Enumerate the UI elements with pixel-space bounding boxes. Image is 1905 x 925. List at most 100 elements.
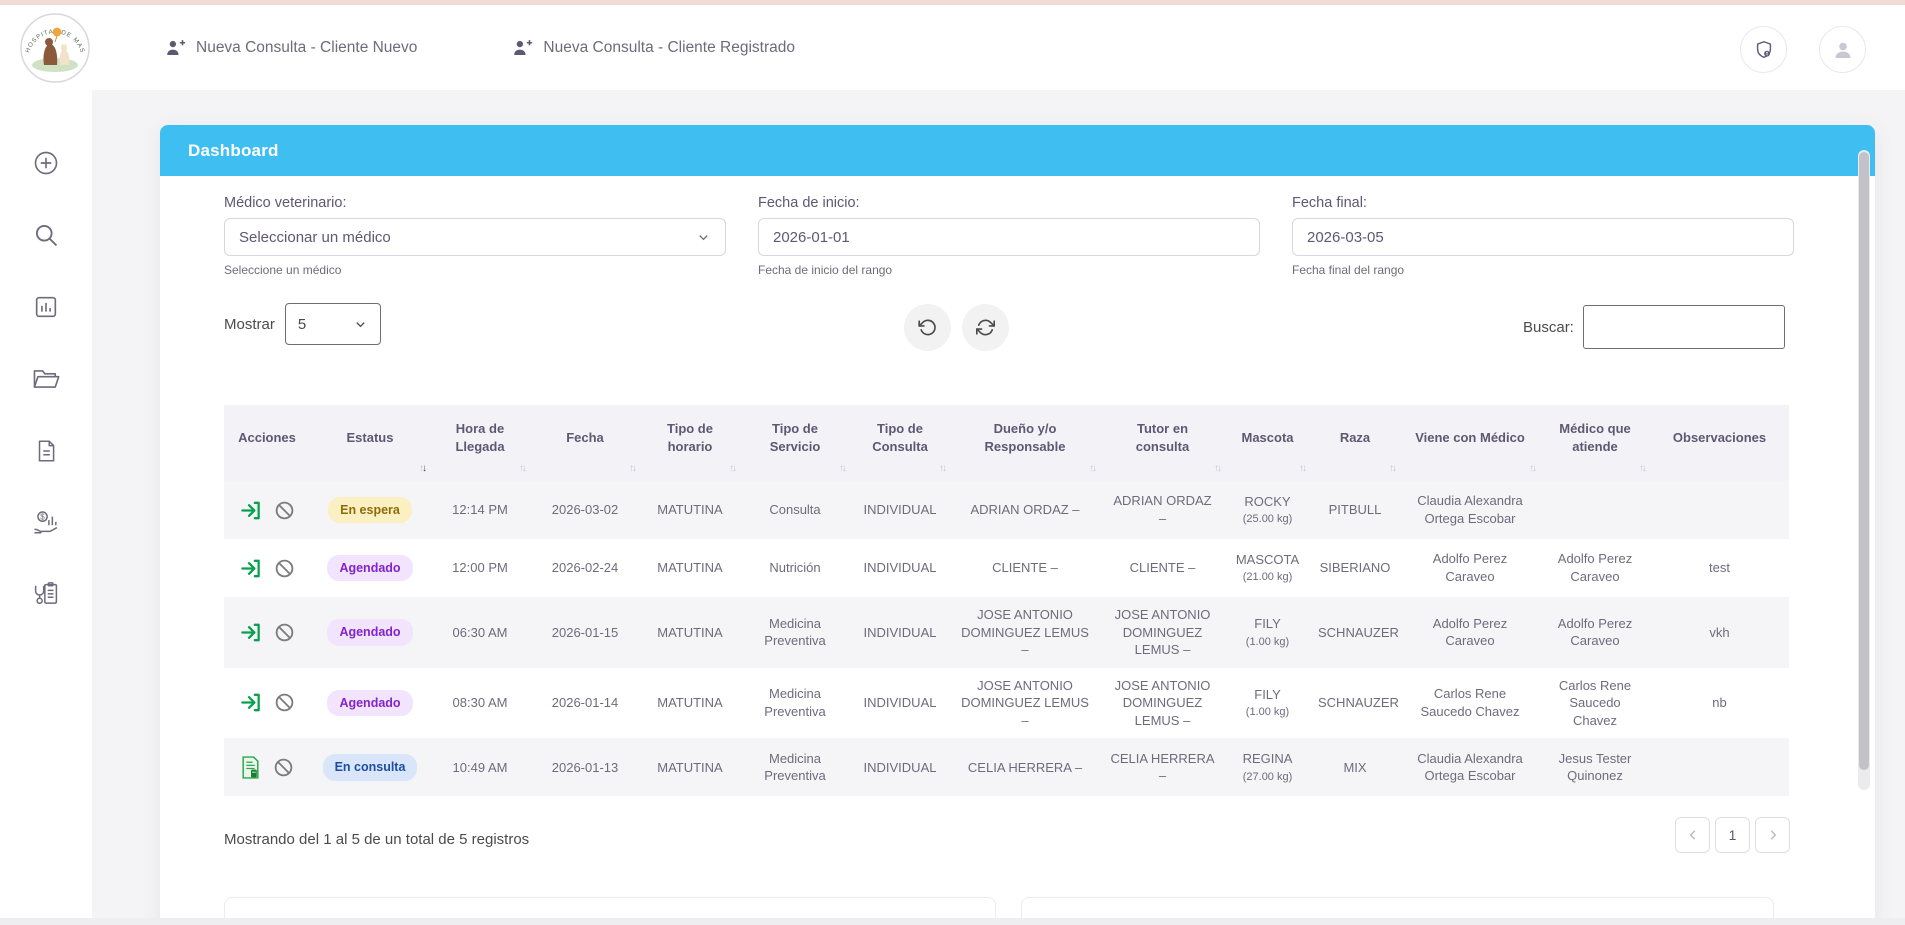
top-bar: HOSPITAL DE MASCOTAS SAN Nueva Consulta … bbox=[0, 0, 1905, 90]
pet-weight: (21.00 kg) bbox=[1242, 571, 1293, 584]
next-page-button[interactable] bbox=[1755, 817, 1790, 853]
table-row: En consulta 10:49 AM 2026-01-13 MATUTINA Med… bbox=[224, 738, 1789, 797]
nav-label: Nueva Consulta - Cliente Registrado bbox=[543, 38, 795, 56]
cell-acciones bbox=[224, 597, 310, 668]
sidebar-item-reports[interactable] bbox=[0, 283, 92, 331]
cancel-ban-icon[interactable] bbox=[273, 757, 294, 778]
cell-raza: MIX bbox=[1343, 759, 1367, 775]
column-label: Médico que atiende bbox=[1559, 421, 1631, 454]
fecha-inicio-filter: Fecha de inicio: Fecha de inicio del ran… bbox=[758, 195, 1260, 277]
cell-horario: MATUTINA bbox=[657, 759, 723, 775]
bottom-panel-left bbox=[224, 897, 996, 918]
cell-estatus: En consulta bbox=[310, 738, 430, 796]
prev-page-button[interactable] bbox=[1675, 817, 1710, 853]
column-header-tutor[interactable]: Tutor en consulta ↑↓ bbox=[1100, 405, 1225, 481]
sidebar-item-earnings[interactable]: $ bbox=[0, 499, 92, 547]
enter-consultation-icon[interactable] bbox=[239, 621, 262, 644]
column-header-mascota[interactable]: Mascota ↑↓ bbox=[1225, 405, 1310, 481]
security-shield-button[interactable] bbox=[1740, 26, 1787, 73]
page-size-value: 5 bbox=[297, 315, 307, 333]
refresh-icon bbox=[976, 318, 995, 337]
sort-arrows-icon: ↑↓ bbox=[1529, 462, 1537, 474]
enter-consultation-icon[interactable] bbox=[239, 499, 262, 522]
user-avatar-icon bbox=[1831, 38, 1855, 62]
cell-servicio: Medicina Preventiva bbox=[764, 686, 826, 719]
svg-text:$: $ bbox=[40, 513, 45, 522]
cell-fecha: 2026-02-24 bbox=[551, 560, 619, 576]
cell-fecha: 2026-01-14 bbox=[551, 695, 619, 711]
cell-obs bbox=[1650, 738, 1789, 796]
column-header-hora[interactable]: Hora de Llegada ↑↓ bbox=[430, 405, 530, 481]
column-label: Fecha bbox=[566, 430, 604, 446]
sidebar-item-add[interactable] bbox=[0, 139, 92, 187]
folder-open-icon bbox=[31, 365, 61, 393]
dashboard-card: Dashboard Médico veterinario: Selecciona… bbox=[160, 125, 1875, 918]
mostrar-label: Mostrar bbox=[224, 315, 275, 333]
cell-acciones bbox=[224, 738, 310, 796]
top-navigation: Nueva Consulta - Cliente Nuevo Nueva Con… bbox=[165, 5, 795, 90]
medico-filter: Médico veterinario: Seleccionar un médic… bbox=[224, 195, 726, 277]
column-header-dueno[interactable]: Dueño y/o Responsable ↑↓ bbox=[950, 405, 1100, 481]
cancel-ban-icon[interactable] bbox=[274, 692, 295, 713]
column-header-fecha[interactable]: Fecha ↑↓ bbox=[530, 405, 640, 481]
cell-tutor: JOSE ANTONIO DOMINGUEZ LEMUS – bbox=[1114, 607, 1211, 658]
column-label: Estatus bbox=[346, 430, 394, 446]
page-bottom-strip bbox=[0, 918, 1905, 925]
sort-arrows-icon: ↑↓ bbox=[1299, 462, 1307, 474]
cell-mascota: ROCKY (25.00 kg) bbox=[1225, 481, 1310, 539]
nav-nueva-consulta-cliente-nuevo[interactable]: Nueva Consulta - Cliente Nuevo bbox=[165, 38, 417, 58]
column-header-horario[interactable]: Tipo de horario ↑↓ bbox=[640, 405, 740, 481]
status-badge: Agendado bbox=[327, 618, 413, 646]
column-header-estatus[interactable]: Estatus ↑↓ bbox=[310, 405, 430, 481]
fecha-final-input[interactable] bbox=[1292, 218, 1794, 256]
column-header-raza[interactable]: Raza ↑↓ bbox=[1310, 405, 1400, 481]
prescription-icon[interactable] bbox=[240, 756, 261, 779]
nav-nueva-consulta-cliente-registrado[interactable]: Nueva Consulta - Cliente Registrado bbox=[512, 38, 795, 58]
cell-fecha: 2026-01-15 bbox=[551, 624, 619, 640]
user-avatar-button[interactable] bbox=[1819, 26, 1866, 73]
column-header-consulta[interactable]: Tipo de Consulta ↑↓ bbox=[850, 405, 950, 481]
cell-tutor: CLIENTE – bbox=[1129, 560, 1196, 576]
cell-raza: PITBULL bbox=[1328, 502, 1382, 518]
content-scrollbar[interactable] bbox=[1858, 150, 1870, 790]
cancel-ban-icon[interactable] bbox=[274, 558, 295, 579]
scrollbar-thumb[interactable] bbox=[1859, 152, 1869, 770]
column-header-atiende[interactable]: Médico que atiende ↑↓ bbox=[1540, 405, 1650, 481]
cell-obs: test bbox=[1709, 560, 1730, 576]
enter-consultation-icon[interactable] bbox=[239, 691, 262, 714]
cell-tutor: ADRIAN ORDAZ – bbox=[1113, 493, 1212, 526]
undo-button[interactable] bbox=[904, 304, 951, 351]
sidebar-item-files[interactable] bbox=[0, 355, 92, 403]
medical-record-icon bbox=[31, 580, 61, 610]
page-number-button[interactable]: 1 bbox=[1715, 817, 1750, 853]
buscar-input[interactable] bbox=[1582, 305, 1785, 349]
chevron-down-icon bbox=[353, 317, 368, 332]
cancel-ban-icon[interactable] bbox=[274, 500, 295, 521]
page-size-select[interactable]: 5 bbox=[284, 303, 381, 345]
table-row: Agendado 12:00 PM 2026-02-24 MATUTINA Nutric… bbox=[224, 539, 1789, 597]
records-summary: Mostrando del 1 al 5 de un total de 5 re… bbox=[224, 831, 530, 848]
sidebar-item-documents[interactable] bbox=[0, 427, 92, 475]
enter-consultation-icon[interactable] bbox=[239, 557, 262, 580]
medico-select-value: Seleccionar un médico bbox=[239, 228, 391, 246]
cell-estatus: En espera bbox=[310, 481, 430, 539]
cancel-ban-icon[interactable] bbox=[274, 622, 295, 643]
cell-raza: SIBERIANO bbox=[1319, 560, 1391, 576]
refresh-button[interactable] bbox=[962, 304, 1009, 351]
column-header-servicio[interactable]: Tipo de Servicio ↑↓ bbox=[740, 405, 850, 481]
fecha-inicio-input[interactable] bbox=[758, 218, 1260, 256]
medico-select[interactable]: Seleccionar un médico bbox=[224, 218, 726, 256]
cell-dueno: JOSE ANTONIO DOMINGUEZ LEMUS – bbox=[961, 607, 1089, 658]
cell-hora: 12:14 PM bbox=[452, 502, 508, 518]
page-title: Dashboard bbox=[188, 140, 279, 160]
cell-raza: SCHNAUZER bbox=[1318, 624, 1399, 640]
sidebar-item-search[interactable] bbox=[0, 211, 92, 259]
table-row: En espera 12:14 PM 2026-03-02 MATUTINA Consu… bbox=[224, 481, 1789, 539]
cell-fecha: 2026-01-13 bbox=[551, 759, 619, 775]
column-header-viene[interactable]: Viene con Médico ↑↓ bbox=[1400, 405, 1540, 481]
column-label: Tutor en consulta bbox=[1135, 421, 1190, 454]
sidebar-item-medical-records[interactable] bbox=[0, 571, 92, 619]
status-badge: En consulta bbox=[322, 753, 418, 781]
hospital-logo[interactable]: HOSPITAL DE MASCOTAS SAN bbox=[20, 13, 90, 83]
cell-consulta: INDIVIDUAL bbox=[863, 502, 937, 518]
